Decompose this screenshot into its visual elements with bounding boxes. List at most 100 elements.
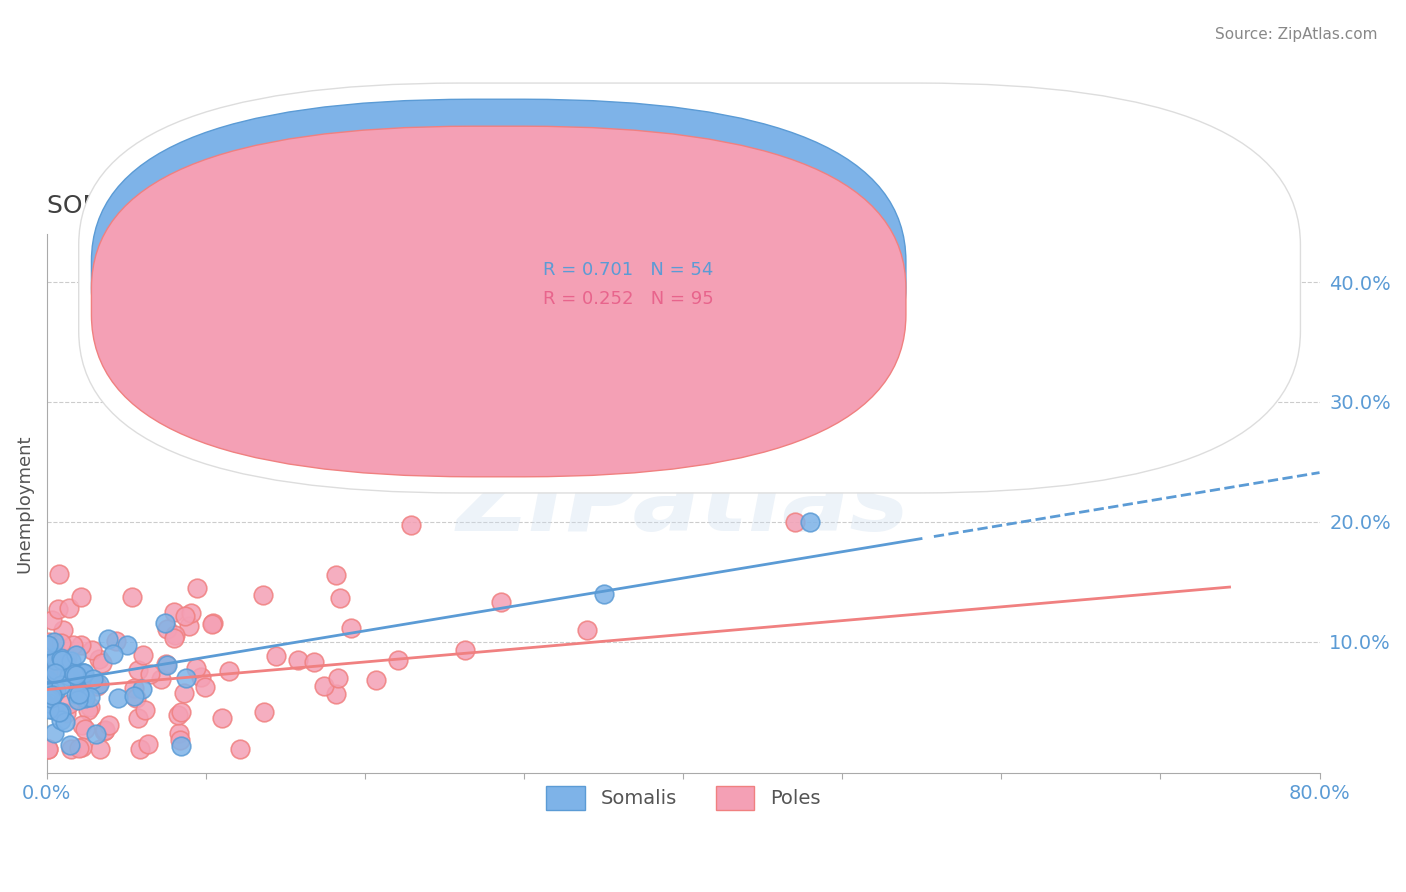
Point (67, 691, 90, 706)
Point (41, 613, 63, 627)
Point (302, 655, 325, 669)
Point (70, 740, 93, 755)
Point (82, 643, 104, 657)
Point (67, 741, 90, 756)
Point (89, 677, 111, 691)
Point (97, 632, 120, 646)
Point (136, 737, 159, 751)
Point (55, 706, 77, 721)
Point (67, 687, 90, 701)
Point (86, 679, 108, 693)
Point (49, 636, 72, 650)
FancyBboxPatch shape (91, 126, 905, 477)
Point (218, 664, 240, 678)
Point (65, 668, 87, 682)
Point (52, 623, 75, 637)
Point (228, 742, 250, 756)
Point (45, 663, 67, 677)
Point (62, 638, 84, 652)
Point (49, 714, 72, 728)
Point (70, 638, 93, 652)
Point (37, 665, 59, 679)
Point (201, 617, 224, 632)
FancyBboxPatch shape (79, 83, 1301, 493)
Point (186, 581, 208, 595)
Point (387, 653, 409, 667)
Text: ZIPatlas: ZIPatlas (457, 455, 910, 552)
Point (173, 686, 195, 700)
Point (131, 682, 153, 697)
Point (38, 701, 60, 715)
Point (60, 742, 83, 756)
Point (44, 653, 66, 667)
Point (56, 650, 79, 665)
Point (70, 718, 93, 732)
Point (489, 594, 512, 608)
Point (51, 706, 73, 720)
Point (211, 711, 233, 725)
Point (77, 703, 100, 717)
Point (42, 703, 65, 717)
Point (174, 671, 197, 685)
Point (89, 652, 111, 666)
Point (37, 673, 59, 687)
Point (163, 632, 186, 646)
Point (266, 649, 288, 664)
Point (125, 690, 148, 705)
Point (155, 657, 177, 671)
Point (325, 568, 347, 582)
Point (180, 606, 202, 620)
Point (107, 691, 129, 706)
Point (194, 680, 217, 694)
Text: R = 0.701   N = 54: R = 0.701 N = 54 (543, 260, 714, 278)
Point (90, 657, 112, 671)
Point (287, 653, 309, 667)
Point (94, 723, 117, 738)
Legend: Somalis, Poles: Somalis, Poles (538, 779, 828, 818)
Point (73, 722, 96, 736)
Point (190, 670, 212, 684)
Point (65, 648, 87, 662)
Point (70, 590, 93, 604)
Point (48, 566, 70, 581)
Point (53, 715, 76, 730)
Point (170, 706, 193, 720)
Point (98, 718, 121, 732)
Point (115, 638, 138, 652)
Point (253, 705, 276, 719)
Point (73, 686, 96, 700)
Point (453, 642, 475, 657)
Point (149, 672, 172, 686)
Point (37, 638, 59, 652)
Text: SOMALI VS POLISH UNEMPLOYMENT CORRELATION CHART: SOMALI VS POLISH UNEMPLOYMENT CORRELATIO… (46, 194, 778, 219)
Point (51, 664, 73, 678)
Point (124, 689, 146, 703)
Point (163, 605, 186, 619)
Point (67, 693, 90, 707)
Point (69, 671, 91, 685)
Point (46, 602, 69, 616)
Point (48, 666, 70, 681)
Point (79, 690, 101, 705)
Point (201, 616, 224, 631)
Point (65, 687, 87, 701)
Point (314, 679, 336, 693)
Point (170, 739, 193, 753)
Point (325, 686, 347, 700)
FancyBboxPatch shape (91, 99, 905, 450)
Point (44, 650, 66, 665)
Point (79, 700, 101, 714)
Point (84, 677, 107, 691)
Point (38, 696, 60, 710)
Point (51, 653, 73, 667)
Point (129, 741, 152, 756)
Point (58, 669, 80, 683)
Point (93, 723, 115, 738)
Point (166, 707, 188, 722)
Y-axis label: Unemployment: Unemployment (15, 434, 32, 573)
Point (73, 690, 96, 705)
Point (783, 515, 806, 529)
Point (329, 591, 352, 605)
Point (252, 588, 274, 602)
Point (41, 688, 63, 702)
